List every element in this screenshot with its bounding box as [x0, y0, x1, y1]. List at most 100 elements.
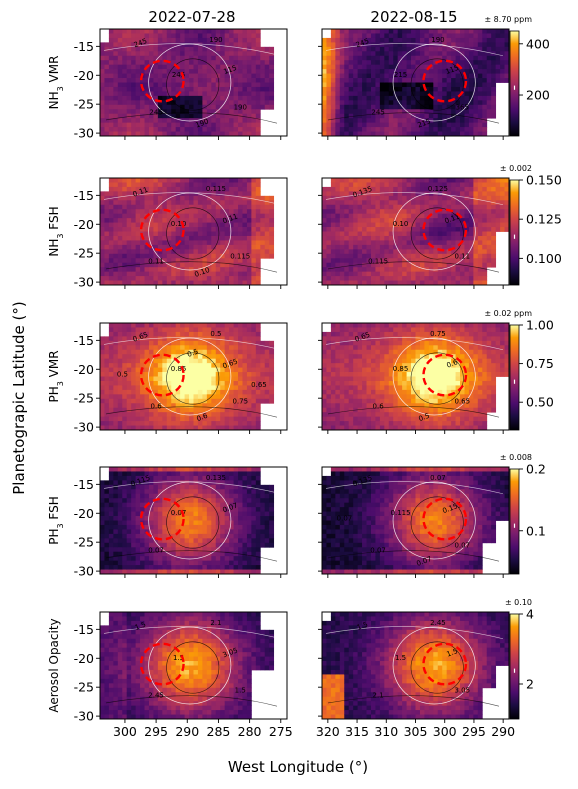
colorbar-tick-label: 1.00 — [526, 318, 554, 333]
contour-label: 0.07 — [337, 515, 353, 523]
contour-label: 0.75 — [232, 397, 248, 405]
y-tick-label: -15 — [74, 477, 94, 492]
y-tick-label: -25 — [74, 535, 94, 550]
contour-label: 0.10 — [393, 220, 409, 228]
axes-frame — [99, 611, 288, 720]
colorbar-gradient — [509, 468, 520, 575]
map-panel-r3-c2: 0.65 0.750.85 0.60.60.650.5 — [318, 322, 510, 434]
colorbar-gradient — [509, 179, 520, 286]
row-label-4: PH3 FSH — [47, 496, 65, 545]
contour-label: 2.45 — [430, 619, 446, 627]
x-tick-label: 320 — [316, 724, 340, 739]
contour-label: 2.1 — [210, 619, 221, 627]
x-tick-label: 295 — [462, 724, 486, 739]
y-tick-label: -20 — [74, 217, 94, 232]
colorbar-3: 0.50 0.75 1.00± 0.02 ppm — [484, 309, 554, 431]
contour-label: 1.5 — [173, 654, 184, 662]
y-tick-label: -15 — [74, 622, 94, 637]
row-label-3: PH3 VMR — [47, 350, 65, 402]
vortex-marker — [139, 497, 185, 541]
x-tick-label: 290 — [491, 724, 515, 739]
contour-label: 0.5 — [418, 412, 431, 423]
contour-label: 0.07 — [148, 547, 164, 555]
x-tick-label: 285 — [207, 724, 231, 739]
colorbar-2: 0.100 0.125 0.150± 0.002 — [500, 164, 562, 286]
contour-label: 1.5 — [134, 621, 147, 632]
contour-label: 190 — [431, 36, 444, 44]
x-tick-label: 315 — [345, 724, 369, 739]
colorbar-error-label: ± 0.002 — [500, 164, 532, 173]
y-tick-label: -25 — [74, 680, 94, 695]
x-tick-label: 295 — [144, 724, 168, 739]
y-tick-label: -30 — [74, 126, 94, 141]
colorbar-gradient — [509, 613, 520, 720]
y-tick-label: -30 — [74, 709, 94, 724]
colorbar-gradient — [509, 324, 520, 431]
contour-label: 0.10 — [171, 220, 187, 228]
colorbar-error-label: ± 8.70 ppm — [484, 15, 532, 24]
axes-frame — [99, 322, 288, 431]
x-tick-label: 310 — [374, 724, 398, 739]
contour-label: 1.5 — [395, 654, 406, 662]
y-tick-label: -30 — [74, 564, 94, 579]
contour-label: 215 — [394, 71, 407, 79]
contour-label: 365 — [456, 103, 469, 111]
contour-label: 0.115 — [368, 258, 388, 266]
axes-frame — [99, 28, 288, 137]
y-tick-label: -20 — [74, 651, 94, 666]
colorbar-error-label: ± 0.10 — [505, 598, 532, 607]
contour-label: 1.5 — [235, 686, 246, 694]
map-panel-r5-c2: 1.5 2.45 1.5 1.5 2.1 3.05 320 315 310 305 300 295 29… — [316, 611, 515, 739]
y-tick-label: -15 — [74, 39, 94, 54]
y-tick-label: -15 — [74, 333, 94, 348]
y-tick-label: -30 — [74, 420, 94, 435]
contour-label: 0.11 — [148, 258, 164, 266]
figure-ylabel: Planetograpic Latitude (°) — [10, 301, 28, 495]
contour-label: 0.07 — [454, 541, 470, 549]
contour-label: 0.75 — [430, 330, 446, 338]
colorbar-gradient — [509, 30, 520, 137]
contour-label: 0.07 — [370, 547, 386, 555]
colorbar-tick-label: 0.125 — [526, 212, 562, 227]
vortex-marker — [139, 353, 185, 397]
colorbar-1: 200 400 ± 8.70 ppm — [484, 15, 550, 137]
x-tick-label: 300 — [433, 724, 457, 739]
colorbar-tick-label: 400 — [526, 36, 550, 51]
row-label-2: NH3 FSH — [47, 206, 65, 256]
contour-label: 0.07 — [430, 474, 446, 482]
vortex-marker — [422, 497, 468, 541]
contour-label: 0.85 — [171, 365, 187, 373]
contour-label: 3.05 — [454, 686, 470, 694]
contour-label: 0.5 — [117, 371, 128, 379]
colorbar-tick-label: 0.2 — [526, 462, 546, 477]
x-tick-label: 300 — [113, 724, 137, 739]
row-label-5: Aerosol Opacity — [47, 618, 61, 712]
vortex-marker — [139, 208, 185, 252]
colorbar-5: 2 4± 0.10 — [505, 598, 534, 720]
colorbar-error-label: ± 0.008 — [500, 453, 532, 462]
y-tick-label: -15 — [74, 188, 94, 203]
colorbar-tick-label: 0.150 — [526, 173, 562, 188]
y-tick-label: -30 — [74, 275, 94, 290]
contour-label: 0.115 — [206, 185, 226, 193]
contour-label: 0.5 — [186, 348, 199, 359]
y-tick-label: -25 — [74, 97, 94, 112]
map-panel-r3-c1: 0.65 0.50.85 0.650.60.750.60.50.650.5-15-2… — [74, 322, 288, 435]
row-label-1: NH3 VMR — [47, 56, 65, 110]
contour-label: 0.5 — [210, 330, 221, 338]
colorbar-tick-label: 0.100 — [526, 251, 562, 266]
contour-label: 2.1 — [373, 692, 384, 700]
contour-label: 0.65 — [251, 381, 267, 389]
contour-label: 0.115 — [391, 509, 411, 517]
contour-label: 0.85 — [393, 365, 409, 373]
vortex-marker — [422, 208, 468, 252]
contour-label: 190 — [209, 36, 222, 44]
contour-label: 0.11 — [454, 252, 470, 260]
contour-label: 0.6 — [151, 403, 163, 411]
